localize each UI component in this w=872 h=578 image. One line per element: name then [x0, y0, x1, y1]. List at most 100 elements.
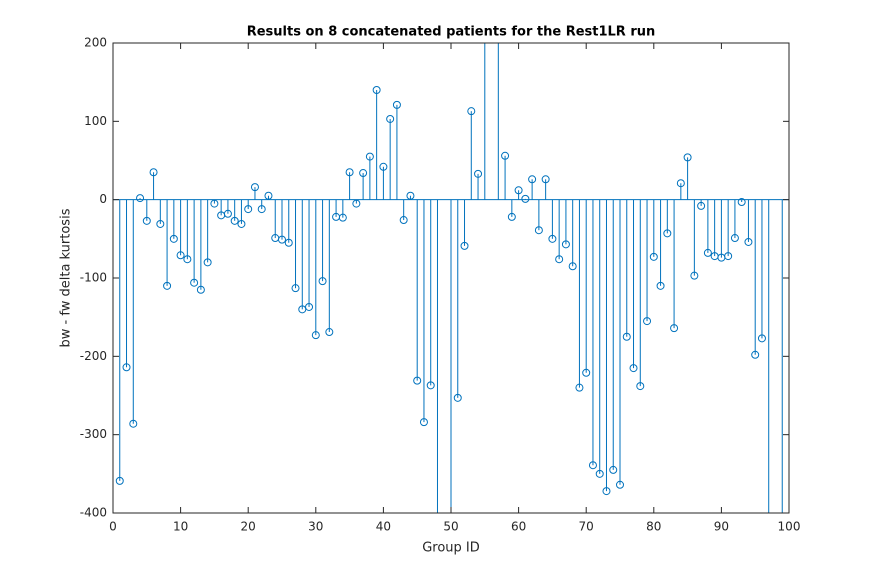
stem-marker — [663, 229, 672, 238]
stem-marker — [190, 278, 199, 287]
stem-marker — [156, 219, 165, 228]
stem-marker — [196, 285, 205, 294]
stem-marker — [230, 216, 239, 225]
stem-marker — [521, 194, 530, 203]
stem-marker — [507, 212, 516, 221]
stem-marker — [555, 255, 564, 264]
stem-marker — [250, 183, 259, 192]
y-tick-label: -400 — [80, 506, 107, 520]
stem-marker — [636, 382, 645, 391]
stem-marker — [460, 241, 469, 250]
x-tick-label: 30 — [308, 520, 323, 534]
stem-marker — [365, 152, 374, 161]
stem-marker — [676, 179, 685, 188]
stem-marker — [616, 480, 624, 489]
x-tick-label: 100 — [778, 520, 801, 534]
stem-marker — [359, 169, 368, 178]
stem-marker — [467, 107, 476, 116]
stem-marker — [203, 258, 212, 267]
stem-marker — [730, 234, 739, 243]
x-tick-label: 90 — [714, 520, 729, 534]
stem-marker — [426, 381, 435, 390]
stem-marker — [609, 465, 618, 474]
stem-marker — [298, 305, 307, 314]
x-tick-label: 60 — [511, 520, 526, 534]
stem-marker — [534, 226, 543, 235]
y-tick-label: -100 — [80, 271, 107, 285]
x-tick-label: 20 — [241, 520, 256, 534]
stem-marker — [474, 169, 483, 178]
stem-marker — [670, 324, 679, 333]
y-tick-label: 200 — [84, 36, 107, 50]
stem-marker — [501, 151, 510, 160]
stem-marker — [305, 302, 314, 311]
stem-marker — [724, 252, 733, 261]
stem-marker — [142, 216, 151, 225]
stem-marker — [163, 281, 172, 290]
stem-marker — [129, 419, 138, 428]
stem-marker — [602, 487, 611, 496]
y-tick-label: -300 — [80, 427, 107, 441]
stem-marker — [703, 248, 712, 257]
stem-marker — [237, 219, 246, 228]
stem-marker — [223, 209, 232, 218]
stem-marker — [345, 168, 354, 177]
stem-marker — [622, 332, 631, 341]
stem-marker — [413, 376, 422, 385]
stem-marker — [244, 205, 253, 214]
stem-marker — [514, 186, 523, 195]
stem-marker — [751, 350, 760, 359]
x-tick-label: 0 — [109, 520, 117, 534]
stem-marker — [386, 114, 395, 123]
stem-marker — [149, 168, 158, 177]
y-tick-label: -200 — [80, 349, 107, 363]
stem-marker — [541, 175, 550, 184]
stem-marker — [548, 234, 557, 243]
stem-marker — [392, 100, 401, 109]
stem-marker — [210, 199, 219, 208]
x-tick-label: 70 — [579, 520, 594, 534]
stem-marker — [582, 368, 591, 377]
stem-marker — [338, 213, 347, 222]
stem-marker — [697, 201, 706, 210]
plot-area — [113, 43, 789, 513]
stem-marker — [419, 418, 428, 427]
x-tick-label: 10 — [173, 520, 188, 534]
x-tick-label: 50 — [443, 520, 458, 534]
stem-marker — [284, 238, 293, 247]
stem-marker — [649, 252, 658, 261]
stem-marker — [528, 175, 537, 184]
stem-marker — [278, 235, 286, 244]
stem-marker — [656, 281, 665, 290]
stem-marker — [311, 331, 320, 340]
stem-marker — [183, 255, 192, 264]
stem-marker — [568, 262, 577, 271]
stem-marker — [291, 284, 300, 293]
stem-marker — [595, 469, 604, 478]
y-tick-label: 0 — [99, 192, 107, 206]
stem-marker — [453, 393, 462, 402]
chart-title: Results on 8 concatenated patients for t… — [247, 25, 656, 40]
stem-marker — [169, 234, 178, 243]
stem-marker — [643, 317, 652, 326]
stem-marker — [744, 237, 753, 246]
stem-marker — [115, 476, 124, 485]
stem-marker — [257, 205, 266, 214]
stem-marker — [352, 199, 361, 208]
stem-marker — [136, 194, 145, 203]
stem-marker — [122, 363, 131, 372]
y-tick-label: 100 — [84, 114, 107, 128]
x-tick-label: 80 — [646, 520, 661, 534]
stem-marker — [561, 240, 570, 249]
stem-marker — [264, 191, 273, 200]
stem-marker — [629, 364, 638, 373]
stem-marker — [683, 153, 692, 162]
stem-marker — [575, 383, 584, 392]
x-tick-label: 40 — [376, 520, 391, 534]
stem-marker — [372, 86, 381, 94]
stem-marker — [757, 334, 766, 343]
stem-marker — [176, 251, 185, 260]
